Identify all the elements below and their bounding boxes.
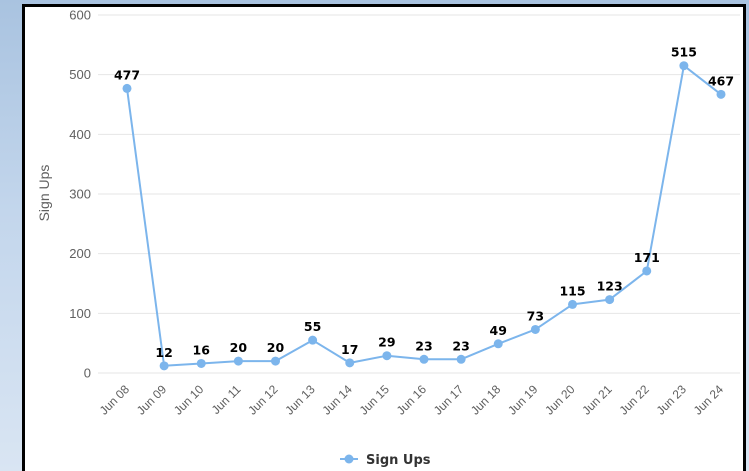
y-tick-label: 400	[69, 127, 91, 142]
data-point	[233, 356, 243, 366]
y-tick-label: 500	[69, 67, 91, 82]
x-tick-label: Jun 21	[579, 382, 615, 418]
data-label: 73	[527, 308, 544, 323]
data-label: 17	[341, 342, 358, 357]
data-point	[345, 358, 355, 368]
data-label: 16	[193, 342, 211, 357]
series-line	[126, 64, 722, 367]
data-label: 115	[559, 283, 585, 298]
data-point	[159, 361, 169, 371]
x-tick-label: Jun 20	[542, 382, 578, 418]
data-label: 515	[671, 45, 697, 60]
x-tick-label: Jun 15	[357, 382, 393, 418]
x-tick-label: Jun 19	[505, 382, 541, 418]
data-label: 23	[415, 338, 432, 353]
x-tick-label: Jun 16	[394, 382, 430, 418]
legend-label: Sign Ups	[366, 453, 431, 468]
x-tick-label: Jun 22	[616, 382, 652, 418]
x-tick-label: Jun 14	[319, 382, 355, 418]
x-tick-label: Jun 23	[654, 382, 690, 418]
data-label: 20	[267, 340, 285, 355]
x-tick-label: Jun 10	[171, 382, 207, 418]
data-point	[493, 339, 503, 349]
data-label: 55	[304, 319, 321, 334]
data-label: 49	[490, 323, 507, 338]
y-tick-label: 0	[84, 366, 91, 381]
data-point	[419, 354, 429, 364]
y-axis-title: Sign Ups	[36, 165, 52, 222]
y-tick-label: 200	[69, 246, 91, 261]
data-point	[308, 335, 318, 345]
y-tick-label: 600	[69, 8, 91, 23]
data-point	[605, 295, 615, 305]
data-point	[568, 299, 577, 309]
x-tick-label: Jun 17	[431, 382, 467, 418]
y-axis-ticks: 0 100 200 300 400 500 600	[69, 8, 91, 381]
data-point	[716, 89, 726, 99]
x-tick-label: Jun 09	[134, 382, 170, 418]
legend[interactable]: Sign Ups	[340, 453, 431, 468]
data-point	[196, 358, 206, 368]
y-tick-label: 300	[69, 187, 91, 202]
data-point	[122, 83, 132, 93]
x-tick-label: Jun 13	[282, 382, 318, 418]
series-sign-ups	[122, 61, 726, 371]
data-label: 12	[155, 345, 172, 360]
data-label: 467	[708, 73, 734, 88]
x-tick-label: Jun 18	[468, 382, 504, 418]
legend-symbol-marker	[344, 454, 354, 464]
data-point	[382, 351, 392, 361]
x-tick-label: Jun 08	[97, 382, 133, 418]
data-label: 477	[114, 67, 140, 82]
data-point	[271, 356, 280, 366]
data-point	[530, 324, 540, 334]
x-tick-label: Jun 24	[691, 382, 727, 418]
data-label: 171	[634, 250, 660, 265]
x-axis-ticks: Jun 08 Jun 09 Jun 10 Jun 11 Jun 12 Jun 13 Jun …	[97, 382, 727, 418]
data-labels: 477 12 16 20 20 55 17 29 23 23 49 73 115 123 171 515 467	[114, 45, 734, 360]
data-point	[679, 61, 689, 71]
grid-lines	[98, 14, 740, 374]
data-label: 123	[597, 279, 623, 294]
data-label: 29	[378, 335, 395, 350]
data-label: 20	[230, 340, 248, 355]
chart-frame	[22, 4, 746, 471]
y-tick-label: 100	[69, 306, 91, 321]
data-point	[642, 266, 652, 276]
data-point	[456, 354, 466, 364]
x-tick-label: Jun 11	[209, 382, 244, 417]
data-label: 23	[452, 338, 469, 353]
x-tick-label: Jun 12	[245, 382, 281, 418]
